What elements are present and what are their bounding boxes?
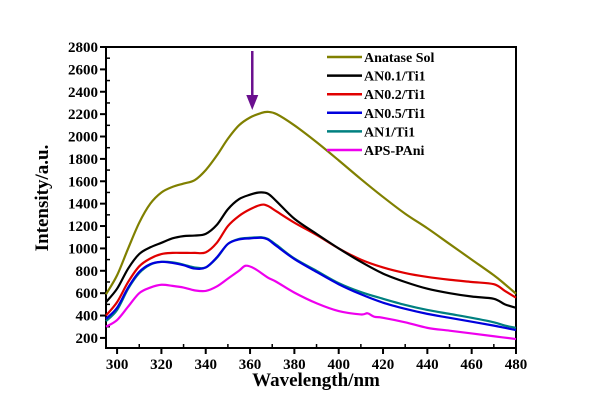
series-line-aps-pani — [105, 264, 517, 341]
x-axis-title: Wavelength/nm — [252, 370, 380, 391]
y-tick-label: 2400 — [68, 85, 98, 101]
x-tick-label: 440 — [416, 357, 439, 373]
y-tick-label: 600 — [76, 286, 99, 302]
y-tick-label: 200 — [76, 331, 99, 347]
legend-item: Anatase Sol — [327, 51, 435, 66]
legend-label: AN0.1/Ti1 — [364, 70, 426, 85]
y-tick-label: 2600 — [68, 62, 98, 78]
y-tick-label: 2200 — [68, 107, 98, 123]
series-line-an0-2-ti1 — [105, 203, 517, 317]
x-tick-label: 420 — [372, 357, 395, 373]
x-tick-label: 300 — [106, 357, 129, 373]
legend-item: AN0.1/Ti1 — [327, 70, 426, 85]
y-tick-label: 400 — [76, 309, 99, 325]
series-line-an0-5-ti1 — [105, 236, 517, 332]
y-axis: 200 400 600 800 1000 1200 1400 1600 1800 2000 2200… — [68, 40, 110, 347]
series-line-an0-1-ti1 — [105, 191, 517, 309]
legend-label: AN1/Ti1 — [364, 125, 415, 140]
y-tick-label: 1000 — [68, 241, 98, 257]
series-line-an1-ti1 — [105, 236, 517, 329]
legend-item: AN0.2/Ti1 — [327, 88, 426, 103]
y-tick-label: 1600 — [68, 174, 98, 190]
y-tick-label: 1400 — [68, 197, 98, 213]
legend-label: AN0.5/Ti1 — [364, 107, 426, 122]
legend-item: APS-PAni — [327, 144, 425, 159]
y-tick-label: 1200 — [68, 219, 98, 235]
series-layer — [105, 110, 517, 341]
y-tick-label: 1800 — [68, 152, 98, 168]
legend-label: APS-PAni — [364, 144, 425, 159]
annotation-layer — [246, 51, 259, 110]
arrow-head — [246, 95, 259, 110]
plot-border — [105, 46, 517, 349]
series-line-anatase-sol — [105, 110, 517, 295]
y-tick-label: 800 — [76, 264, 99, 280]
y-tick-label: 2000 — [68, 130, 98, 146]
x-tick-label: 360 — [239, 357, 262, 373]
y-tick-label: 2800 — [68, 40, 98, 56]
x-tick-label: 340 — [194, 357, 217, 373]
legend-item: AN1/Ti1 — [327, 125, 415, 140]
y-axis-title: Intensity/a.u. — [32, 145, 53, 252]
legend-label: Anatase Sol — [364, 51, 435, 66]
legend: Anatase Sol AN0.1/Ti1 AN0.2/Ti1 AN0.5/Ti1 AN… — [327, 51, 435, 159]
x-tick-label: 380 — [283, 357, 306, 373]
x-axis: 300 320 340 360 380 400 420 440 460 480 — [106, 344, 527, 373]
x-tick-label: 460 — [460, 357, 483, 373]
plot-frame — [105, 46, 517, 349]
x-tick-label: 400 — [327, 357, 350, 373]
legend-label: AN0.2/Ti1 — [364, 88, 426, 103]
x-tick-label: 480 — [505, 357, 528, 373]
legend-item: AN0.5/Ti1 — [327, 107, 426, 122]
x-tick-label: 320 — [150, 357, 173, 373]
